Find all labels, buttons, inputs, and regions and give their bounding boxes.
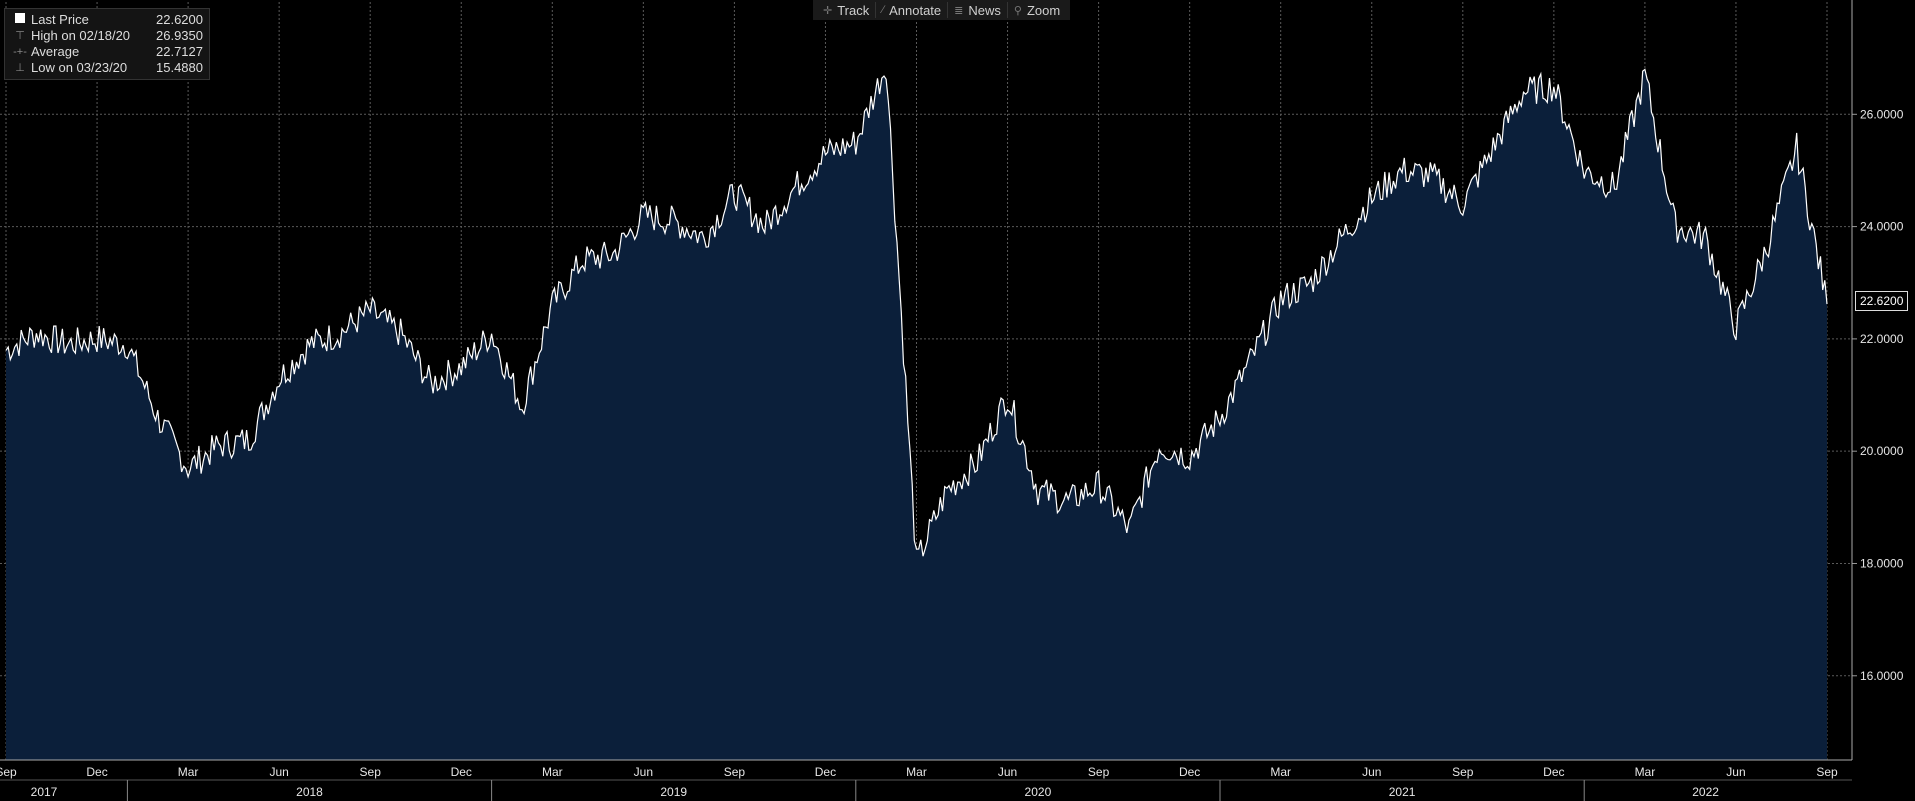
x-tick-label: Dec	[451, 765, 472, 779]
legend-value: 15.4880	[156, 60, 203, 75]
x-tick-label: Mar	[542, 765, 563, 779]
x-tick-label: Sep	[0, 765, 17, 779]
x-tick-label: Dec	[1179, 765, 1200, 779]
pencil-icon: ∕	[882, 4, 885, 16]
x-tick-label: Sep	[724, 765, 746, 779]
average-marker-icon: -+-	[13, 46, 27, 58]
x-tick-label: Jun	[1362, 765, 1381, 779]
y-tick-label: 16.0000	[1860, 669, 1904, 683]
magnifier-icon: ⚲	[1013, 4, 1022, 17]
year-label: 2019	[660, 785, 687, 799]
white-swatch	[15, 13, 25, 23]
news-button[interactable]: ≣ News	[954, 3, 1001, 18]
chart-toolbar: ✛ Track ∕ Annotate ≣ News ⚲ Zoom	[813, 0, 1071, 20]
x-tick-label: Jun	[998, 765, 1017, 779]
x-tick-label: Jun	[1726, 765, 1745, 779]
year-label: 2021	[1389, 785, 1416, 799]
x-tick-label: Sep	[1816, 765, 1838, 779]
track-button[interactable]: ✛ Track	[823, 3, 869, 18]
x-tick-label: Sep	[1088, 765, 1110, 779]
legend-value: 22.7127	[156, 44, 203, 59]
last-price-tag: 22.6200	[1855, 291, 1909, 311]
year-label: 2018	[296, 785, 323, 799]
x-tick-label: Jun	[634, 765, 653, 779]
crosshair-icon: ✛	[823, 4, 833, 17]
price-area	[6, 69, 1827, 760]
toolbar-divider	[947, 2, 949, 18]
x-tick-label: Sep	[360, 765, 382, 779]
annotate-label: Annotate	[889, 2, 942, 18]
legend-last-price[interactable]: Last Price 22.6200	[9, 12, 203, 28]
chart-legend: Last Price 22.6200 ⊤ High on 02/18/20 26…	[4, 8, 210, 80]
x-tick-label: Mar	[1635, 765, 1656, 779]
toolbar-divider	[875, 2, 877, 18]
legend-low[interactable]: ⊥ Low on 03/23/20 15.4880	[9, 60, 203, 76]
track-label: Track	[837, 2, 870, 18]
annotate-button[interactable]: ∕ Annotate	[882, 3, 941, 18]
y-tick-label: 22.0000	[1860, 332, 1904, 346]
year-label: 2017	[31, 785, 58, 799]
toolbar-divider	[1006, 2, 1008, 18]
year-label: 2020	[1025, 785, 1052, 799]
legend-label: Last Price	[31, 12, 89, 27]
y-tick-label: 20.0000	[1860, 444, 1904, 458]
x-tick-label: Mar	[178, 765, 199, 779]
news-label: News	[968, 2, 1001, 18]
x-tick-label: Mar	[906, 765, 927, 779]
legend-label: Low on 03/23/20	[31, 60, 128, 75]
high-marker-icon: ⊤	[15, 30, 25, 42]
legend-high[interactable]: ⊤ High on 02/18/20 26.9350	[9, 28, 203, 44]
legend-label: Average	[31, 44, 80, 59]
x-tick-label: Jun	[269, 765, 288, 779]
zoom-button[interactable]: ⚲ Zoom	[1014, 3, 1060, 18]
y-tick-label: 26.0000	[1860, 107, 1904, 121]
x-tick-label: Mar	[1270, 765, 1291, 779]
zoom-label: Zoom	[1026, 2, 1061, 18]
low-marker-icon: ⊥	[15, 62, 25, 74]
collapse-icon	[9, 12, 31, 28]
news-icon: ≣	[954, 4, 964, 17]
legend-value: 22.6200	[156, 12, 203, 27]
legend-label: High on 02/18/20	[31, 28, 131, 43]
x-tick-label: Dec	[86, 765, 107, 779]
legend-value: 26.9350	[156, 28, 203, 43]
year-label: 2022	[1692, 785, 1719, 799]
price-line	[5, 68, 1828, 557]
x-tick-label: Dec	[815, 765, 836, 779]
legend-average[interactable]: -+- Average 22.7127	[9, 44, 203, 60]
y-tick-label: 24.0000	[1860, 220, 1904, 234]
x-tick-label: Dec	[1543, 765, 1564, 779]
y-tick-label: 18.0000	[1860, 556, 1904, 570]
x-tick-label: Sep	[1452, 765, 1474, 779]
